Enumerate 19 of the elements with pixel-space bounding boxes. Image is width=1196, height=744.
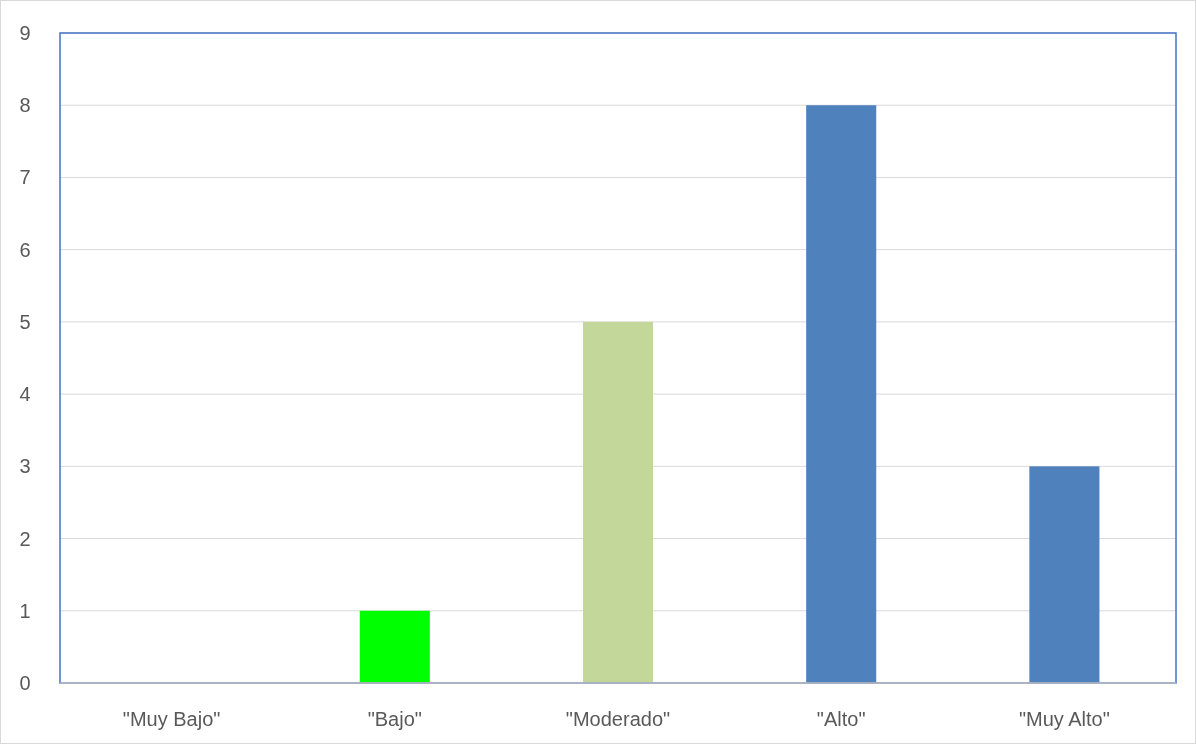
x-tick-label: "Muy Bajo" (122, 708, 221, 730)
y-tick-label: 7 (19, 166, 31, 189)
y-tick-label: 0 (19, 672, 31, 694)
y-tick-label: 6 (19, 238, 31, 261)
x-tick-label: "Moderado" (565, 708, 671, 730)
x-tick-label: "Alto" (816, 708, 866, 730)
y-tick-label: 1 (19, 599, 31, 622)
bar (806, 105, 877, 683)
x-tick-label: "Muy Alto" (1018, 708, 1110, 730)
y-tick-label: 4 (19, 383, 31, 406)
y-tick-label: 3 (19, 455, 31, 478)
y-tick-label: 5 (19, 310, 31, 333)
bar (582, 321, 654, 683)
x-tick-label: "Bajo" (367, 708, 422, 730)
y-tick-label: 2 (19, 527, 31, 550)
y-tick-label: 8 (19, 94, 31, 117)
bar (359, 610, 430, 683)
y-tick-label: 9 (19, 22, 31, 44)
bar (1029, 466, 1100, 683)
